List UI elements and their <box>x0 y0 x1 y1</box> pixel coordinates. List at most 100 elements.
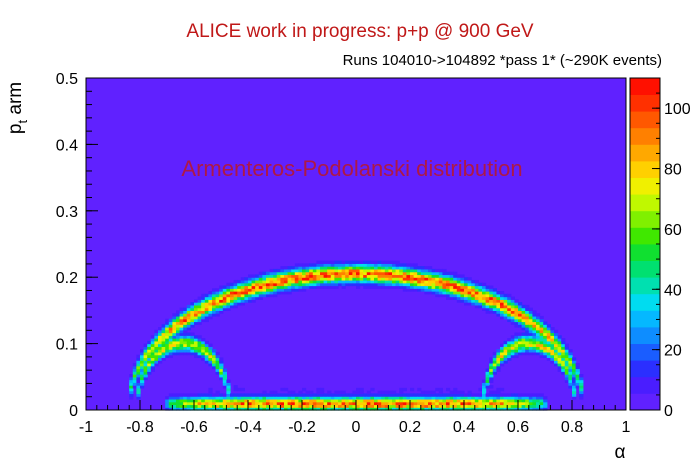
heatmap-bin <box>341 396 346 400</box>
heatmap-bin <box>136 374 141 378</box>
heatmap-bin <box>258 277 263 281</box>
heatmap-bin <box>294 398 299 403</box>
heatmap-bin <box>543 329 548 334</box>
heatmap-bin <box>176 321 181 325</box>
heatmap-bin <box>222 304 227 309</box>
heatmap-bin <box>525 351 530 356</box>
heatmap-bin <box>165 351 170 356</box>
heatmap-bin <box>215 390 220 394</box>
y-axis-label-subscript: t <box>15 120 30 124</box>
heatmap-bin <box>284 277 289 281</box>
heatmap-bin <box>305 279 310 284</box>
heatmap-bin <box>359 268 364 273</box>
heatmap-bin <box>190 302 195 306</box>
heatmap-bin <box>179 332 184 336</box>
heatmap-bin <box>201 351 206 356</box>
heatmap-bin <box>302 282 307 287</box>
heatmap-bin <box>442 288 447 292</box>
heatmap-bin <box>348 396 353 400</box>
heatmap-bin <box>309 268 314 273</box>
heatmap-bin <box>510 321 515 325</box>
heatmap-bin <box>176 327 181 331</box>
heatmap-bin <box>525 343 530 347</box>
heatmap-bin <box>449 296 454 300</box>
heatmap-bin <box>147 368 152 372</box>
heatmap-bin <box>251 282 256 287</box>
heatmap-bin <box>456 274 461 278</box>
color-scale-segment <box>630 227 660 245</box>
heatmap-bin <box>471 296 476 300</box>
heatmap-bin <box>240 404 245 408</box>
heatmap-bin <box>381 285 386 289</box>
heatmap-bin <box>215 293 220 298</box>
heatmap-bin <box>474 291 479 295</box>
heatmap-bin <box>262 279 267 284</box>
heatmap-bin <box>435 401 440 406</box>
heatmap-bin <box>172 313 177 317</box>
heatmap-bin <box>424 407 429 411</box>
heatmap-bin <box>233 401 238 406</box>
heatmap-bin <box>474 299 479 303</box>
heatmap-bin <box>345 398 350 403</box>
heatmap-bin <box>471 299 476 303</box>
heatmap-bin <box>536 332 541 336</box>
heatmap-bin <box>201 318 206 323</box>
heatmap-bin <box>449 288 454 292</box>
heatmap-bin <box>165 407 170 411</box>
heatmap-bin <box>568 379 573 383</box>
heatmap-bin <box>194 398 199 403</box>
heatmap-bin <box>345 396 350 400</box>
heatmap-bin <box>521 393 526 397</box>
heatmap-bin <box>255 407 260 411</box>
heatmap-bin <box>374 407 379 411</box>
heatmap-bin <box>208 407 213 411</box>
heatmap-bin <box>503 360 508 364</box>
heatmap-bin <box>507 354 512 359</box>
heatmap-bin <box>208 349 213 353</box>
heatmap-bin <box>417 268 422 273</box>
heatmap-bin <box>338 404 343 408</box>
heatmap-bin <box>561 365 566 370</box>
heatmap-bin <box>532 349 537 353</box>
heatmap-bin <box>161 349 166 353</box>
color-scale-segment <box>630 210 660 228</box>
heatmap-bin <box>262 291 267 295</box>
heatmap-bin <box>161 335 166 339</box>
heatmap-bin <box>176 407 181 411</box>
heatmap-bin <box>258 274 263 278</box>
heatmap-bin <box>399 401 404 406</box>
heatmap-bin <box>323 282 328 287</box>
color-scale-segment <box>630 177 660 195</box>
heatmap-bin <box>510 318 515 323</box>
heatmap-bin <box>568 382 573 386</box>
heatmap-bin <box>539 407 544 411</box>
heatmap-bin <box>266 407 271 411</box>
heatmap-bin <box>215 288 220 292</box>
heatmap-bin <box>158 357 163 361</box>
heatmap-bin <box>381 396 386 400</box>
heatmap-bin <box>435 398 440 403</box>
heatmap-bin <box>233 304 238 309</box>
heatmap-bin <box>276 404 281 408</box>
heatmap-bin <box>438 279 443 284</box>
heatmap-bin <box>165 398 170 403</box>
heatmap-bin <box>366 401 371 406</box>
heatmap-bin <box>179 327 184 331</box>
heatmap-bin <box>240 288 245 292</box>
heatmap-bin <box>525 332 530 336</box>
heatmap-bin <box>507 407 512 411</box>
heatmap-bin <box>406 407 411 411</box>
heatmap-bin <box>150 357 155 361</box>
heatmap-bin <box>489 307 494 311</box>
heatmap-bin <box>338 274 343 278</box>
heatmap-bin <box>420 404 425 408</box>
heatmap-bin <box>518 302 523 306</box>
heatmap-bin <box>518 338 523 342</box>
heatmap-bin <box>233 302 238 306</box>
heatmap-bin <box>204 404 209 408</box>
heatmap-bin <box>248 393 253 397</box>
heatmap-bin <box>323 279 328 284</box>
heatmap-bin <box>410 277 415 281</box>
heatmap-bin <box>431 271 436 276</box>
